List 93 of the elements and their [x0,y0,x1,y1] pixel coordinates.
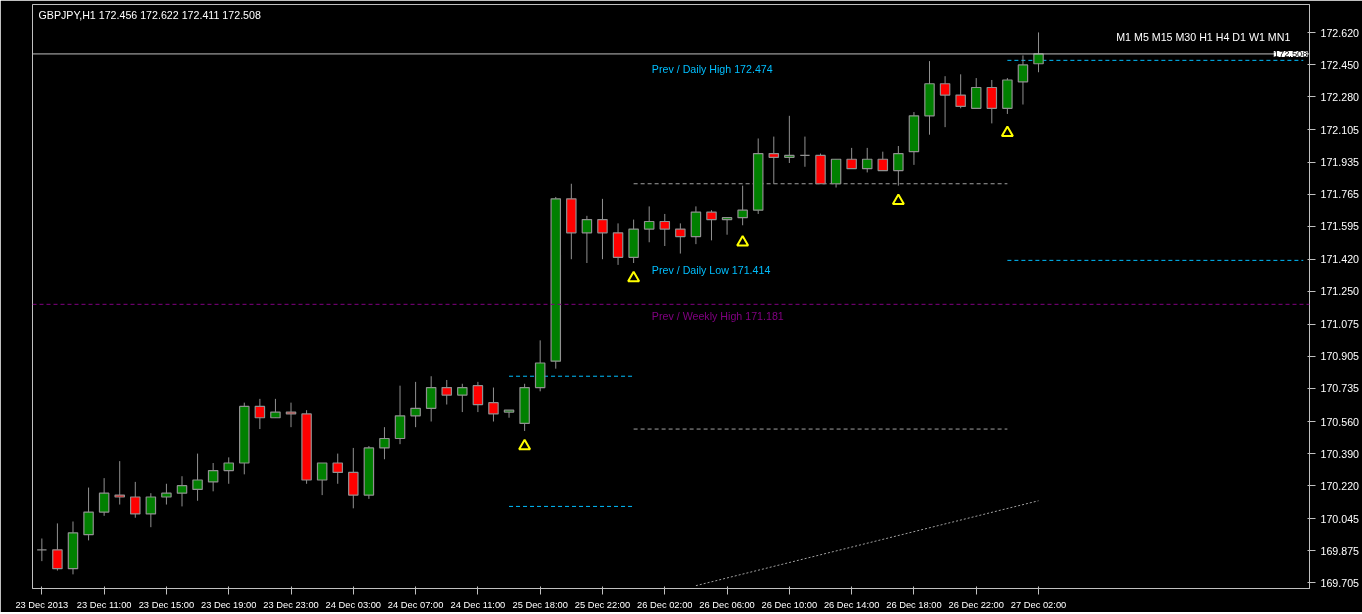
candlestick [488,387,499,423]
candlestick [207,462,219,492]
y-tick-label: 171.595 [1320,220,1360,233]
candlestick [254,398,266,430]
candlestick [503,409,515,419]
candlestick [457,383,468,413]
candlestick [597,198,608,260]
y-tick-label: 170.045 [1320,512,1360,525]
point [1000,125,1014,137]
candlestick [877,151,889,172]
candlestick [348,447,359,509]
candlestick [721,217,733,236]
x-tick-label: 23 Dec 15:00 [138,599,195,610]
candlestick [410,381,421,428]
y-tick-label: 169.875 [1320,544,1360,557]
x-tick-label: 23 Dec 23:00 [263,599,319,610]
x-tick-label: 26 Dec 22:00 [948,599,1004,610]
x-tick-label: 26 Dec 02:00 [637,599,693,610]
candlestick [83,487,94,541]
candlestick [441,379,453,406]
x-tick-label: 26 Dec 10:00 [761,599,818,610]
x-tick-label: 24 Dec 03:00 [325,599,382,610]
y-tick-label: 170.735 [1320,382,1360,395]
candlestick [145,492,157,528]
candlestick [1017,54,1029,106]
candlestick [270,398,281,419]
x-tick-label: 23 Dec 11:00 [76,599,132,610]
x-tick-label: 25 Dec 22:00 [574,599,631,610]
y-tick-label: 170.560 [1320,415,1360,428]
y-tick-label: 170.905 [1320,350,1360,363]
chart-title: GBPJPY,H1 172.456 172.622 172.411 172.508 [38,8,261,21]
y-tick-label: 172.105 [1320,123,1360,136]
x-tick-label: 26 Dec 14:00 [823,599,880,610]
candlestick [114,460,125,506]
candlestick [784,115,795,164]
candlestick [192,453,203,502]
y-tick-label: 171.420 [1320,253,1360,266]
candlestick [130,481,141,519]
point [736,234,750,247]
x-tick-label: 25 Dec 18:00 [512,599,568,610]
candlestick [861,147,873,173]
ref-line-label: 172.508 [1273,48,1308,59]
candlestick [472,381,484,413]
ref-line-label: Prev / Weekly High 171.181 [651,310,784,323]
y-tick-label: 172.450 [1320,58,1360,71]
x-tick-label: 24 Dec 07:00 [387,599,444,610]
candlestick [939,75,951,128]
candlestick [161,483,172,506]
candlestick [706,209,717,241]
candlestick [970,77,982,109]
point [518,438,532,451]
y-tick-label: 171.935 [1320,156,1360,169]
candlestick [285,402,297,428]
annotation: Prev / Daily Low 171.414 [651,264,771,277]
candlestick [52,522,63,572]
y-tick-label: 172.620 [1320,26,1360,39]
y-tick-label: 171.075 [1320,318,1360,331]
x-tick-label: 23 Dec 2013 [15,599,69,610]
candlestick [799,136,811,168]
candlestick [332,453,344,485]
candlestick [737,185,748,226]
candlestick [379,426,390,460]
candlestick [176,475,188,507]
candlestick [768,136,780,185]
y-tick-label: 171.765 [1320,188,1360,201]
candlestick [846,147,857,170]
y-tick-label: 169.705 [1320,576,1360,589]
candlestick [425,375,437,423]
candlestick [675,222,686,255]
y-tick-label: 172.280 [1320,90,1360,103]
x-tick-label: 26 Dec 18:00 [886,599,942,610]
candlestick [955,73,966,109]
point [891,193,905,205]
candlestick [659,213,671,247]
candlestick [581,215,593,264]
candlestick [223,456,234,485]
candlestick [986,79,998,124]
candlestick [98,477,110,517]
annotation: M1 M5 M15 M30 H1 H4 D1 W1 MN1 [1116,30,1291,43]
x-tick-label: 23 Dec 19:00 [200,599,257,610]
x-tick-label: 27 Dec 02:00 [1010,599,1067,610]
candlestick [394,385,406,445]
x-tick-label: 24 Dec 11:00 [450,599,506,610]
candlestick [36,538,48,562]
point [627,270,641,283]
x-tick-label: 26 Dec 06:00 [699,599,755,610]
candlestick [893,145,904,187]
annotation: Prev / Daily High 172.474 [651,62,773,75]
y-tick-label: 171.250 [1320,285,1360,298]
candlestick [316,462,328,496]
y-tick-label: 170.220 [1320,479,1360,492]
y-tick-label: 170.390 [1320,447,1360,460]
candlestick [643,205,655,243]
